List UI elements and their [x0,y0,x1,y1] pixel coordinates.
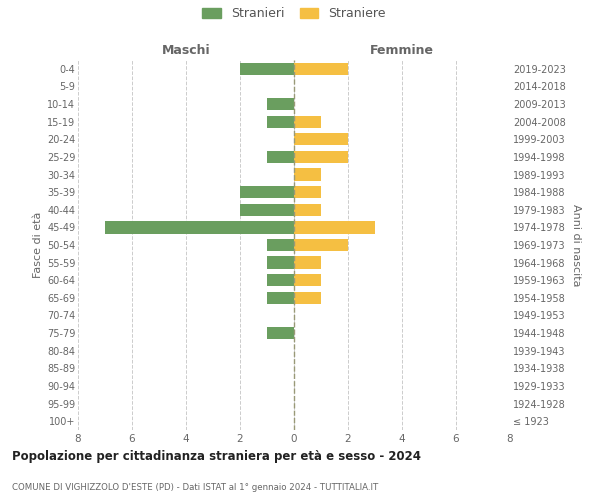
Y-axis label: Anni di nascita: Anni di nascita [571,204,581,286]
Bar [267,256,294,269]
Bar [267,292,294,304]
Bar [267,327,294,340]
Bar [294,62,348,75]
Bar [294,186,321,198]
Legend: Stranieri, Straniere: Stranieri, Straniere [199,4,389,24]
Bar [267,239,294,251]
Bar [240,204,294,216]
Text: COMUNE DI VIGHIZZOLO D'ESTE (PD) - Dati ISTAT al 1° gennaio 2024 - TUTTITALIA.IT: COMUNE DI VIGHIZZOLO D'ESTE (PD) - Dati … [12,482,378,492]
Bar [294,221,375,234]
Bar [294,256,321,269]
Bar [294,292,321,304]
Text: Popolazione per cittadinanza straniera per età e sesso - 2024: Popolazione per cittadinanza straniera p… [12,450,421,463]
Bar [240,62,294,75]
Y-axis label: Fasce di età: Fasce di età [32,212,43,278]
Bar [294,239,348,251]
Bar [294,116,321,128]
Text: Maschi: Maschi [161,44,211,58]
Text: Femmine: Femmine [370,44,434,58]
Bar [294,168,321,180]
Bar [294,133,348,145]
Bar [105,221,294,234]
Bar [267,150,294,163]
Bar [294,274,321,286]
Bar [267,116,294,128]
Bar [267,98,294,110]
Bar [294,150,348,163]
Bar [294,204,321,216]
Bar [267,274,294,286]
Bar [240,186,294,198]
